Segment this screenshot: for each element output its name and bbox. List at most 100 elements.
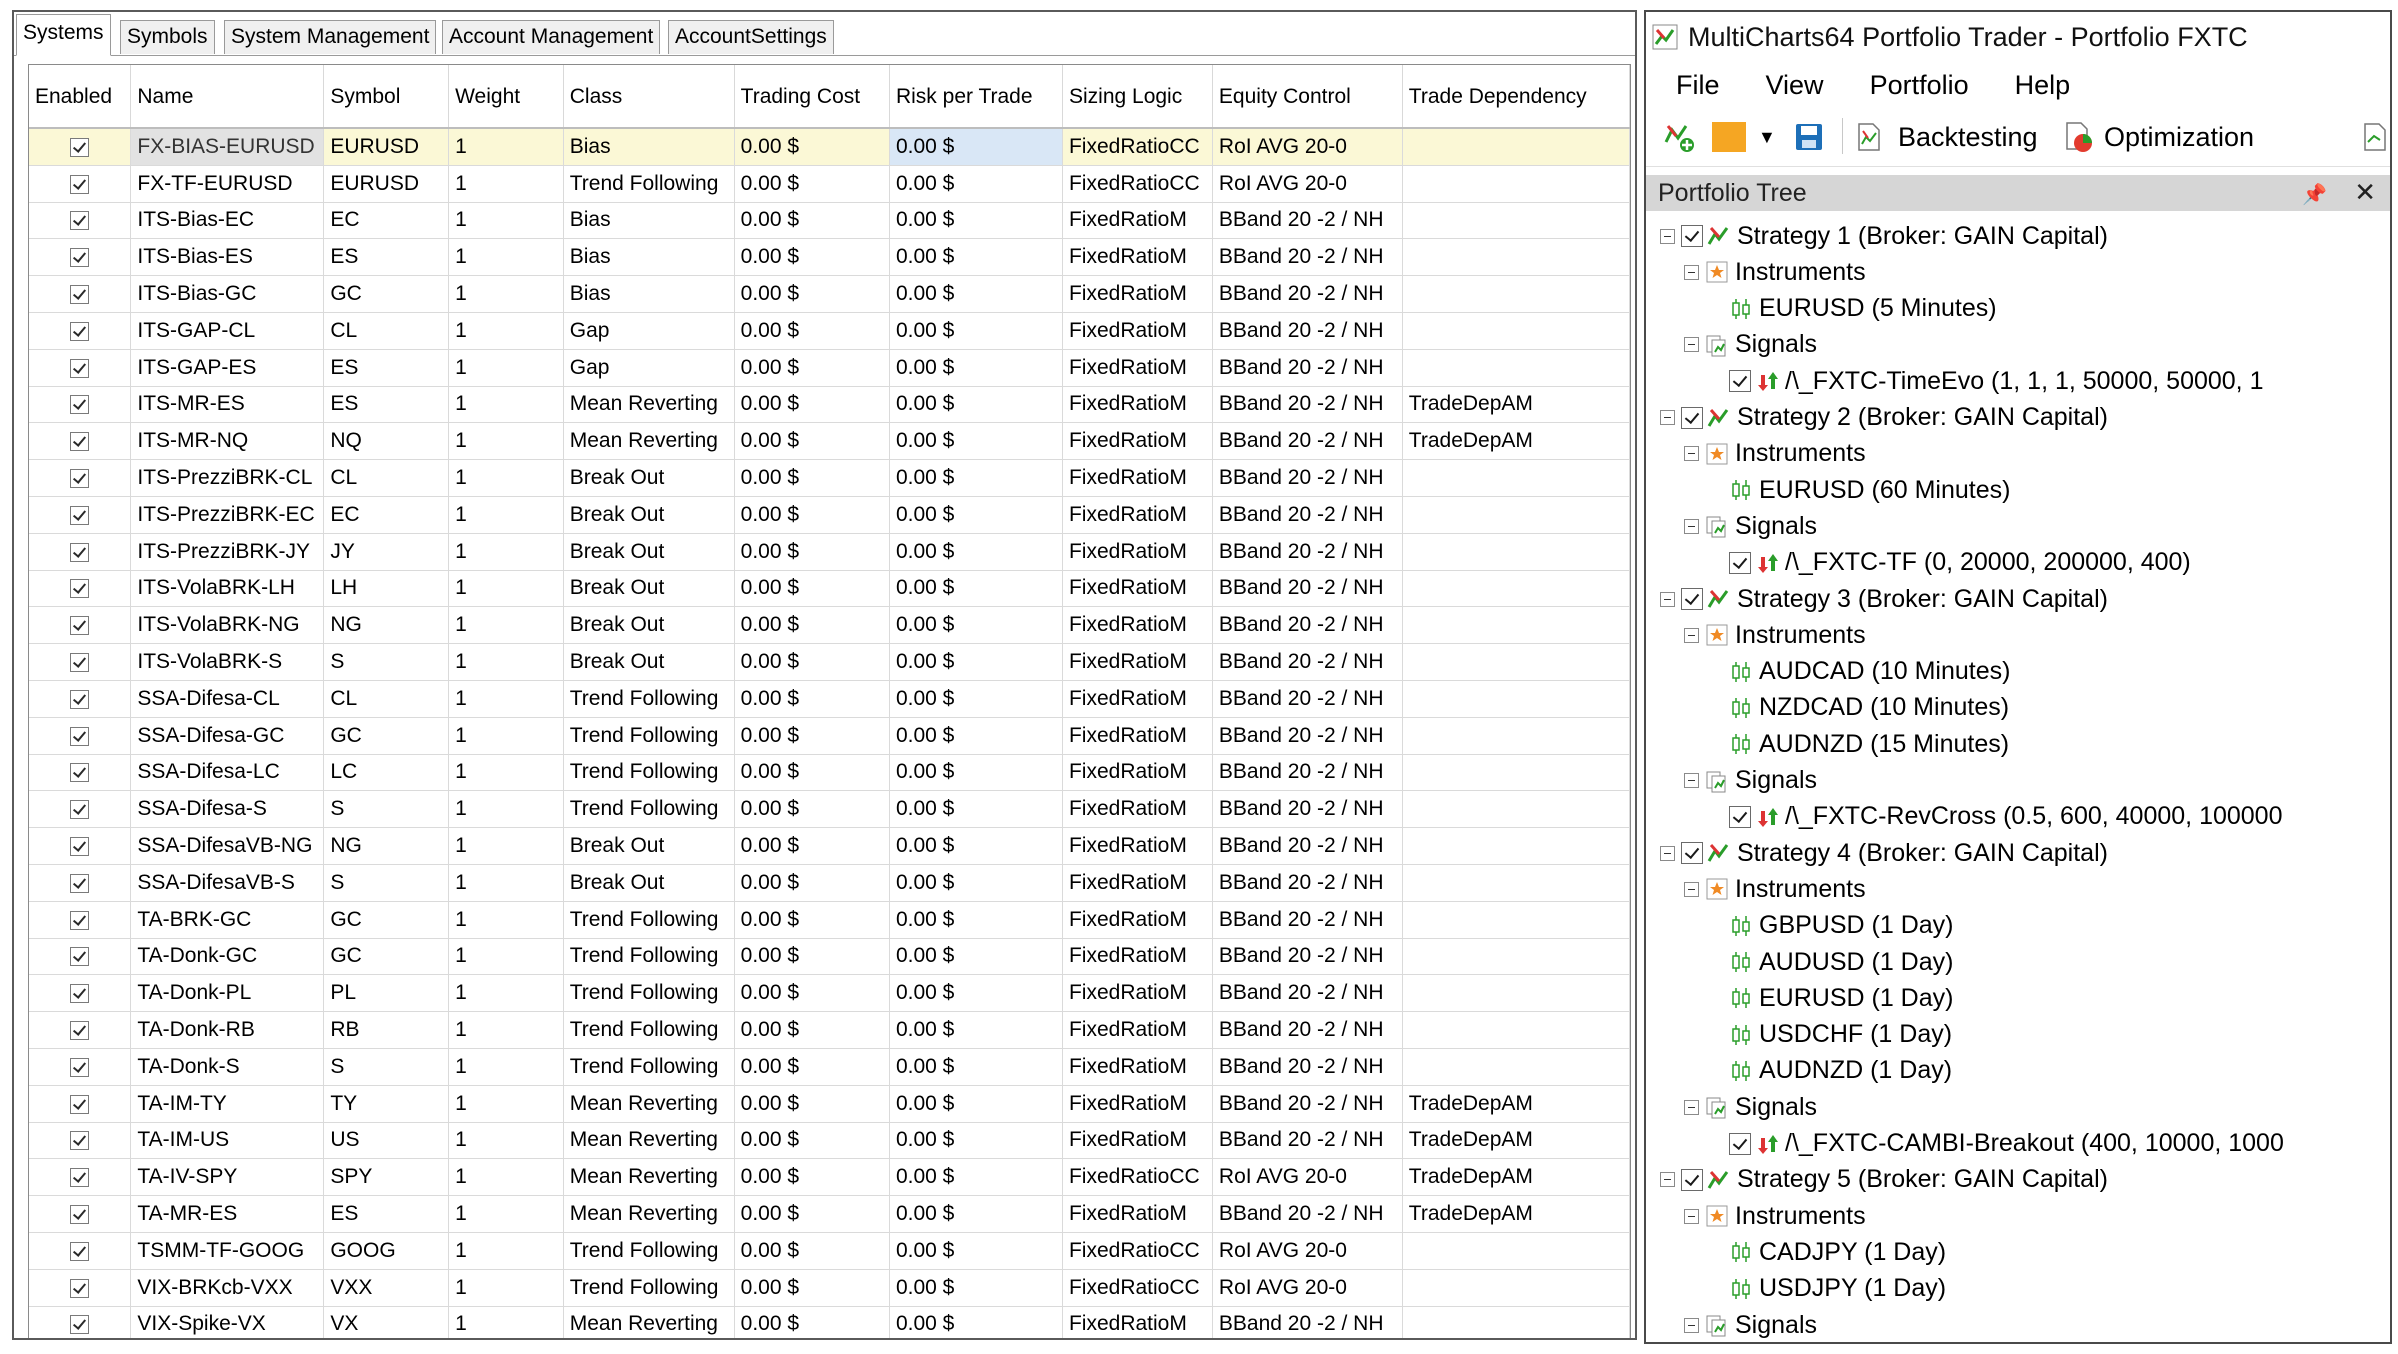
save-button[interactable] xyxy=(1794,116,1824,158)
trading-cost-cell[interactable]: 0.00 $ xyxy=(734,606,890,645)
trade-dependency-cell[interactable] xyxy=(1402,680,1630,718)
class-cell[interactable]: Trend Following xyxy=(563,901,735,939)
name-cell[interactable]: ITS-Bias-ES xyxy=(130,238,325,277)
table-row[interactable]: FX-BIAS-EURUSD EURUSD 1 Bias 0.00 $0.00 $ Fix… xyxy=(29,128,1630,166)
equity-control-cell[interactable]: BBand 20 -2 / NH xyxy=(1212,1011,1403,1049)
risk-per-trade-cell[interactable]: 0.00 $ xyxy=(889,938,1063,976)
trading-cost-cell[interactable]: 0.00 $ xyxy=(734,422,890,461)
symbol-cell[interactable]: US xyxy=(323,1122,450,1160)
symbol-cell[interactable]: GC xyxy=(323,938,450,976)
signal-node[interactable]: /\_FXTC-CAMBI-Breakout (400, 10000, 1000 xyxy=(1708,1127,2284,1161)
pin-icon[interactable]: 📌 xyxy=(2302,184,2327,206)
sizing-logic-cell[interactable]: FixedRatioM xyxy=(1062,643,1213,681)
symbol-cell[interactable]: VX xyxy=(323,1306,450,1338)
weight-cell[interactable]: 1 xyxy=(448,790,564,829)
name-cell[interactable]: SSA-Difesa-CL xyxy=(130,680,325,718)
trading-cost-cell[interactable]: 0.00 $ xyxy=(734,680,890,718)
table-row[interactable]: TA-Donk-S S 1 Trend Following 0.00 $0.00 $ Fi… xyxy=(29,1048,1630,1086)
enabled-checkbox[interactable] xyxy=(70,1057,90,1077)
trading-cost-cell[interactable]: 0.00 $ xyxy=(734,1011,890,1049)
trading-cost-cell[interactable]: 0.00 $ xyxy=(734,1269,890,1307)
equity-control-cell[interactable]: BBand 20 -2 / NH xyxy=(1212,312,1403,350)
risk-per-trade-cell[interactable]: 0.00 $ xyxy=(889,533,1063,571)
equity-control-cell[interactable]: BBand 20 -2 / NH xyxy=(1212,1122,1403,1160)
sizing-logic-cell[interactable]: FixedRatioM xyxy=(1062,790,1213,829)
trading-cost-cell[interactable]: 0.00 $ xyxy=(734,1158,890,1197)
weight-cell[interactable]: 1 xyxy=(448,754,564,792)
trade-dependency-cell[interactable] xyxy=(1402,312,1630,350)
signal-checkbox[interactable] xyxy=(1729,370,1751,393)
equity-control-cell[interactable]: RoI AVG 20-0 xyxy=(1212,1158,1403,1197)
name-cell[interactable]: ITS-GAP-CL xyxy=(130,312,325,350)
name-cell[interactable]: ITS-Bias-GC xyxy=(130,275,325,313)
sizing-logic-cell[interactable]: FixedRatioM xyxy=(1062,680,1213,718)
close-icon[interactable]: ✕ xyxy=(2354,177,2376,207)
risk-per-trade-cell[interactable]: 0.00 $ xyxy=(889,275,1063,313)
weight-cell[interactable]: 1 xyxy=(448,386,564,424)
weight-cell[interactable]: 1 xyxy=(448,275,564,313)
instruments-node[interactable]: Instruments xyxy=(1684,1199,1866,1233)
table-row[interactable]: ITS-VolaBRK-NG NG 1 Break Out 0.00 $0.00 $ Fi… xyxy=(29,606,1630,645)
table-row[interactable]: ITS-VolaBRK-S S 1 Break Out 0.00 $0.00 $ Fixe… xyxy=(29,643,1630,681)
col-header-enabled[interactable]: Enabled xyxy=(29,65,132,129)
class-cell[interactable]: Bias xyxy=(563,238,735,277)
name-cell[interactable]: TA-IM-TY xyxy=(130,1085,325,1123)
enabled-checkbox[interactable] xyxy=(70,726,90,746)
sizing-logic-cell[interactable]: FixedRatioM xyxy=(1062,459,1213,497)
equity-control-cell[interactable]: BBand 20 -2 / NH xyxy=(1212,974,1403,1013)
equity-control-cell[interactable]: BBand 20 -2 / NH xyxy=(1212,643,1403,681)
sizing-logic-cell[interactable]: FixedRatioM xyxy=(1062,238,1213,277)
equity-control-cell[interactable]: BBand 20 -2 / NH xyxy=(1212,496,1403,534)
instruments-node[interactable]: Instruments xyxy=(1684,437,1866,471)
trading-cost-cell[interactable]: 0.00 $ xyxy=(734,974,890,1013)
trading-cost-cell[interactable]: 0.00 $ xyxy=(734,1085,890,1123)
name-cell[interactable]: SSA-DifesaVB-S xyxy=(130,864,325,902)
weight-cell[interactable]: 1 xyxy=(448,165,564,203)
collapse-toggle-icon[interactable] xyxy=(1684,518,1699,534)
weight-cell[interactable]: 1 xyxy=(448,570,564,608)
trading-cost-cell[interactable]: 0.00 $ xyxy=(734,570,890,608)
symbol-cell[interactable]: S xyxy=(323,790,450,829)
trade-dependency-cell[interactable] xyxy=(1402,496,1630,534)
sizing-logic-cell[interactable]: FixedRatioM xyxy=(1062,1048,1213,1086)
weight-cell[interactable]: 1 xyxy=(448,864,564,902)
name-cell[interactable]: TA-IM-US xyxy=(130,1122,325,1160)
trade-dependency-cell[interactable] xyxy=(1402,901,1630,939)
strategy-checkbox[interactable] xyxy=(1681,842,1703,865)
trading-cost-cell[interactable]: 0.00 $ xyxy=(734,533,890,571)
col-header-trading-cost[interactable]: Trading Cost xyxy=(734,65,890,129)
weight-cell[interactable]: 1 xyxy=(448,1122,564,1160)
name-cell[interactable]: ITS-GAP-ES xyxy=(130,349,325,387)
name-cell[interactable]: VIX-Spike-VX xyxy=(130,1306,325,1338)
weight-cell[interactable]: 1 xyxy=(448,128,564,166)
collapse-toggle-icon[interactable] xyxy=(1660,1172,1675,1188)
equity-control-cell[interactable]: BBand 20 -2 / NH xyxy=(1212,1306,1403,1338)
equity-control-cell[interactable]: BBand 20 -2 / NH xyxy=(1212,717,1403,755)
menu-help[interactable]: Help xyxy=(2014,69,2071,100)
equity-control-cell[interactable]: BBand 20 -2 / NH xyxy=(1212,238,1403,277)
name-cell[interactable]: TSMM-TF-GOOG xyxy=(130,1232,325,1270)
trading-cost-cell[interactable]: 0.00 $ xyxy=(734,238,890,277)
trading-cost-cell[interactable]: 0.00 $ xyxy=(734,386,890,424)
sizing-logic-cell[interactable]: FixedRatioCC xyxy=(1062,1158,1213,1197)
table-row[interactable]: ITS-Bias-ES ES 1 Bias 0.00 $0.00 $ FixedRatio… xyxy=(29,238,1630,277)
class-cell[interactable]: Break Out xyxy=(563,570,735,608)
risk-per-trade-cell[interactable]: 0.00 $ xyxy=(889,1085,1063,1123)
table-row[interactable]: SSA-DifesaVB-NG NG 1 Break Out 0.00 $0.00 $ F… xyxy=(29,827,1630,865)
risk-per-trade-cell[interactable]: 0.00 $ xyxy=(889,864,1063,902)
risk-per-trade-cell[interactable]: 0.00 $ xyxy=(889,680,1063,718)
trading-cost-cell[interactable]: 0.00 $ xyxy=(734,938,890,976)
class-cell[interactable]: Trend Following xyxy=(563,754,735,792)
class-cell[interactable]: Trend Following xyxy=(563,1269,735,1307)
table-row[interactable]: TA-Donk-RB RB 1 Trend Following 0.00 $0.00 $… xyxy=(29,1011,1630,1049)
signal-checkbox[interactable] xyxy=(1729,1132,1751,1155)
instruments-node[interactable]: Instruments xyxy=(1684,618,1866,652)
weight-cell[interactable]: 1 xyxy=(448,533,564,571)
col-header-class[interactable]: Class xyxy=(563,65,735,129)
symbol-cell[interactable]: EURUSD xyxy=(323,165,450,203)
class-cell[interactable]: Break Out xyxy=(563,827,735,865)
name-cell[interactable]: SSA-DifesaVB-NG xyxy=(130,827,325,865)
col-header-symbol[interactable]: Symbol xyxy=(323,65,450,129)
weight-cell[interactable]: 1 xyxy=(448,680,564,718)
symbol-cell[interactable]: EC xyxy=(323,202,450,240)
